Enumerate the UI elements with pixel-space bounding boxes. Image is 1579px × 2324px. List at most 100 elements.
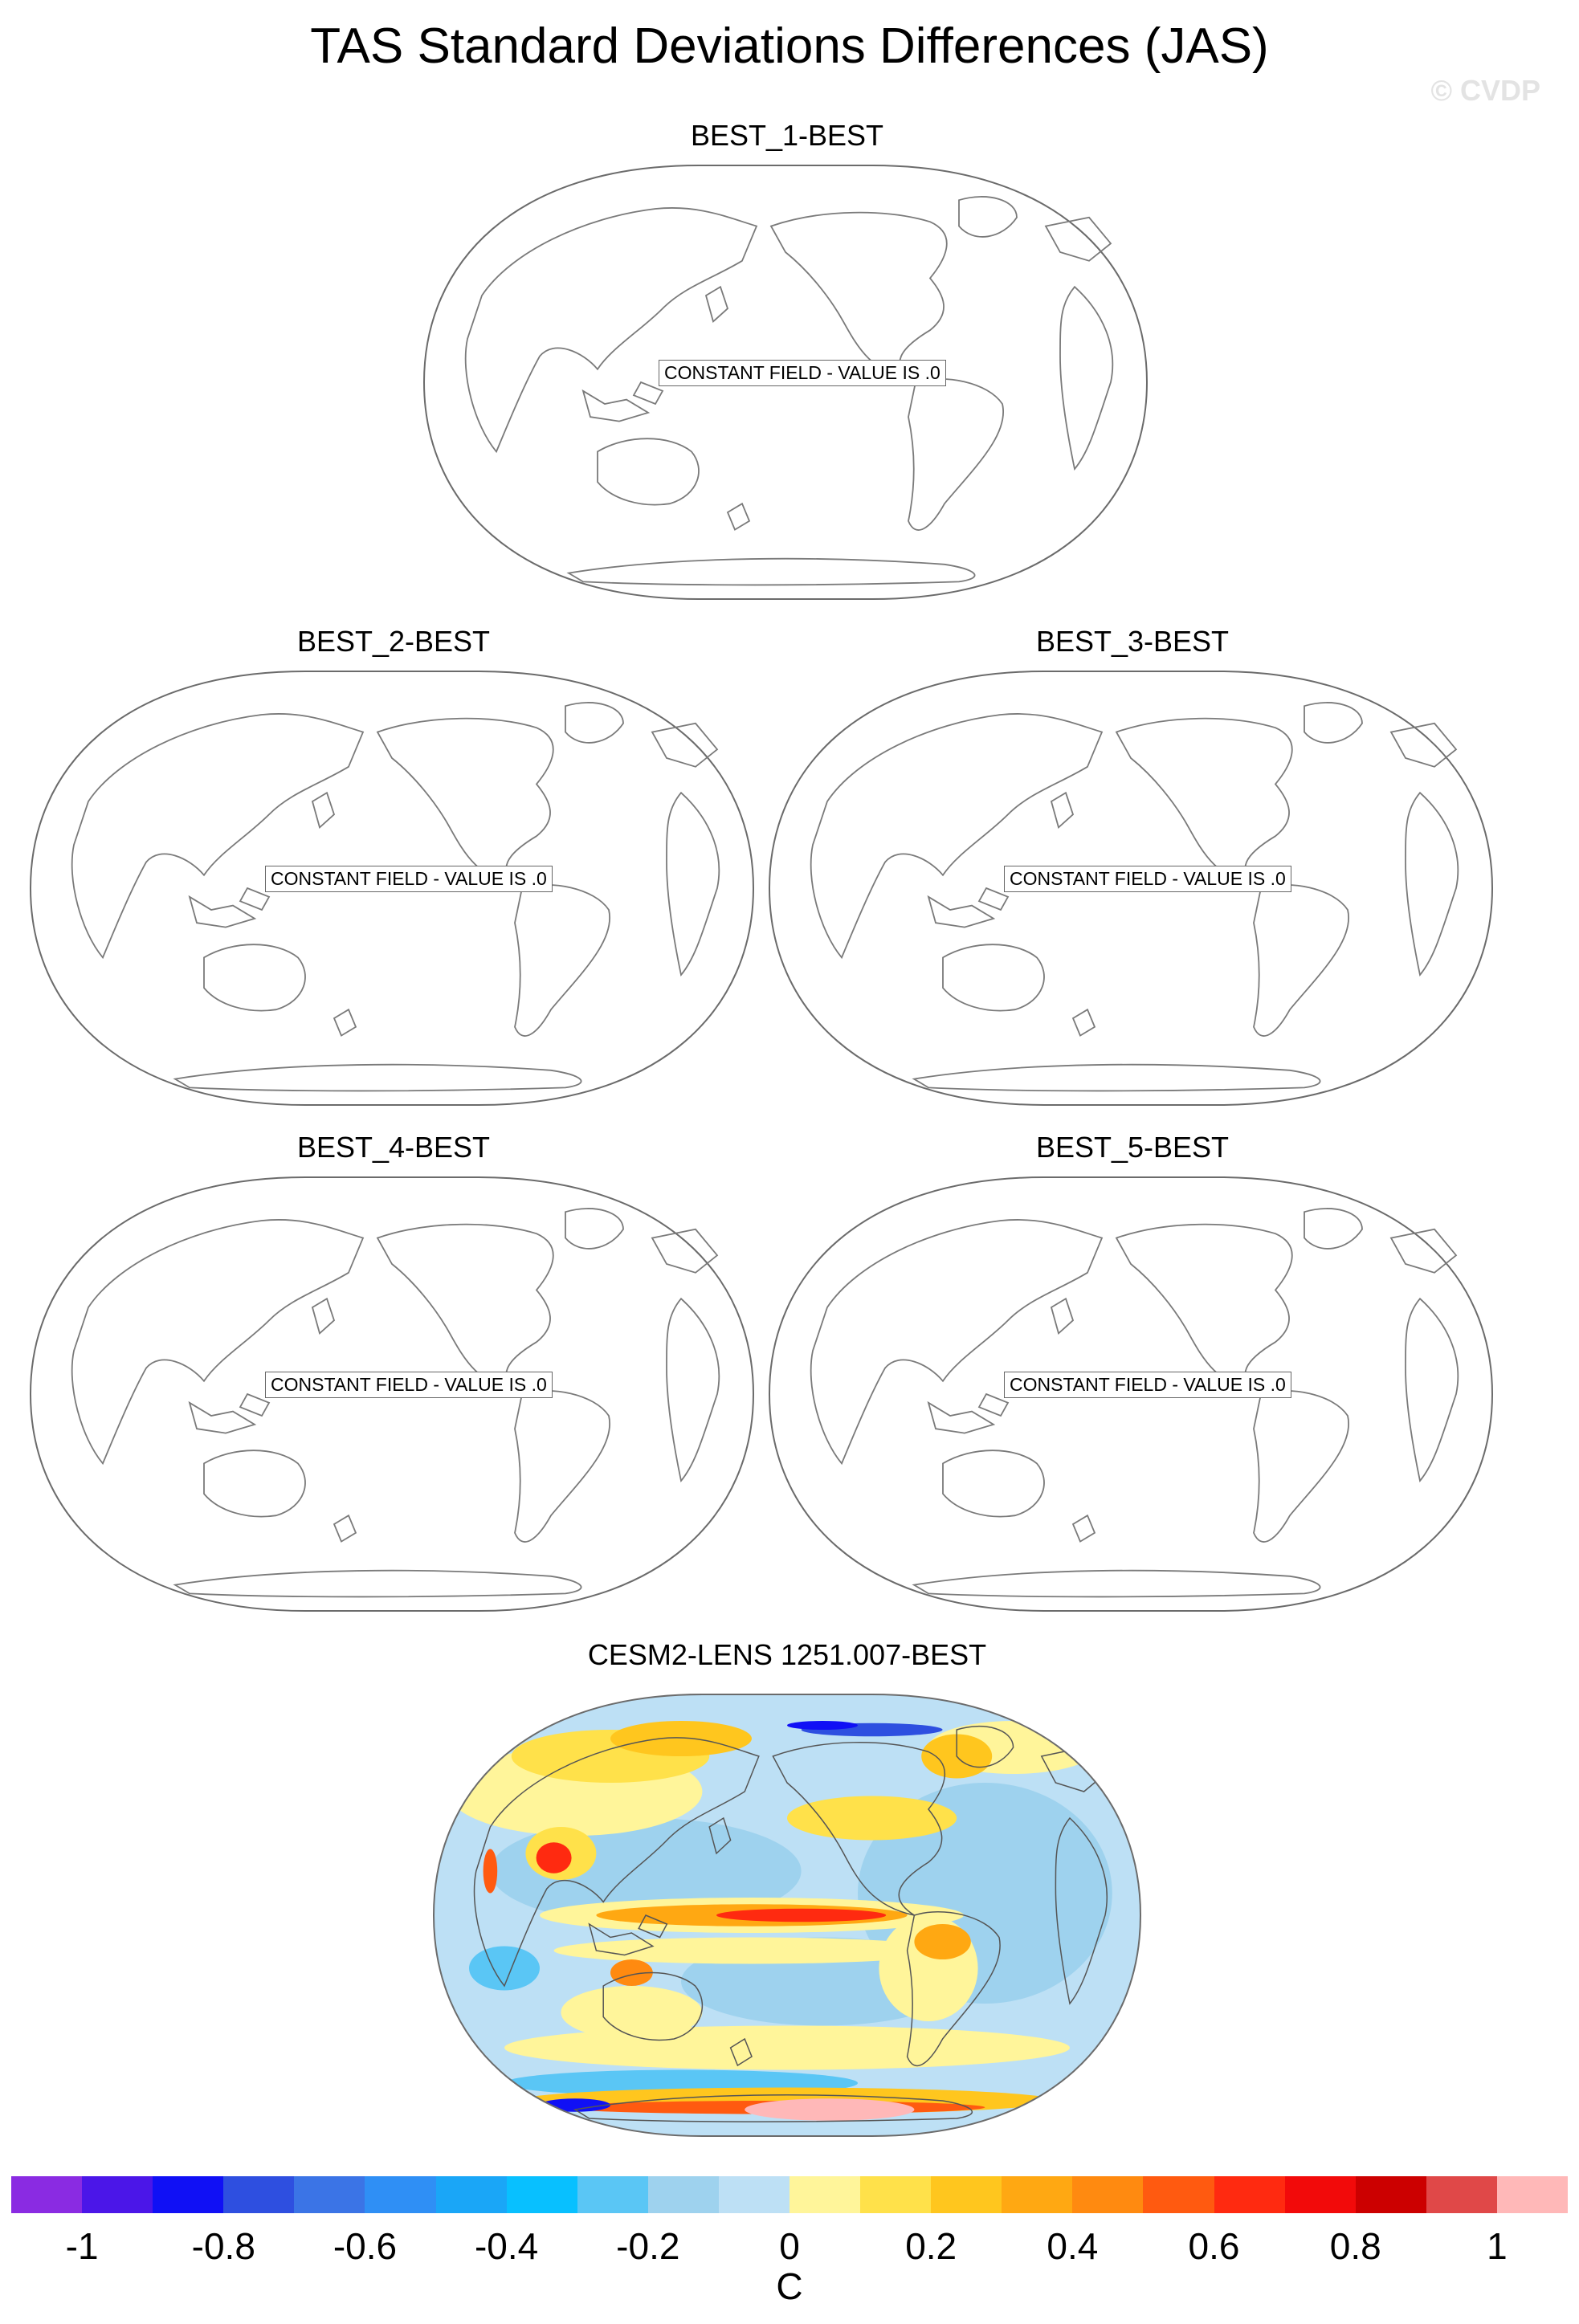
coastline-6: [769, 211, 948, 383]
map-panel-4: BEST_4-BEST CONSTANT FIELD - VALUE IS .0: [24, 1131, 763, 1629]
colorbar-tick-label: 0.4: [1047, 2225, 1099, 2267]
coastline-9: [666, 791, 720, 977]
coastline-0: [810, 1219, 1104, 1466]
coastline-2: [239, 887, 271, 911]
coastline-1: [188, 895, 257, 928]
watermark: © CVDP: [1430, 74, 1540, 107]
coastline-2: [638, 1914, 668, 1939]
colorbar-cell: [931, 2176, 1002, 2213]
coastline-10: [1389, 722, 1458, 768]
coastline-6: [1115, 1223, 1293, 1395]
colorbar-cell: [82, 2176, 153, 2213]
coastline-6: [1115, 717, 1293, 889]
field-patch-16: [914, 1924, 971, 1959]
coastline-3: [704, 285, 729, 324]
coastline-5: [1071, 1514, 1096, 1543]
coastline-5: [333, 1514, 357, 1543]
colorbar-cell: [1426, 2176, 1498, 2213]
coastline-3: [311, 1297, 336, 1335]
colorbar-cell: [1214, 2176, 1286, 2213]
coastline-2: [239, 1392, 271, 1417]
coastline-4: [203, 944, 306, 1012]
coastline-3: [708, 1816, 732, 1855]
field-patch-19: [504, 2025, 1070, 2070]
coastline-1: [927, 895, 996, 928]
colorbar-tick-label: -0.6: [333, 2225, 398, 2267]
coastline-11: [912, 1063, 1321, 1092]
map-panel-1: BEST_1-BEST CONSTANT FIELD - VALUE IS .0: [418, 119, 1157, 617]
coastline-9: [1059, 285, 1114, 471]
colorbar-cell: [1355, 2176, 1427, 2213]
field-patch-8: [787, 1796, 957, 1841]
map-outline: [432, 1694, 1142, 2137]
colorbar-cell: [790, 2176, 861, 2213]
colorbar-cell: [294, 2176, 365, 2213]
colorbar-cell: [718, 2176, 790, 2213]
coastline-0: [71, 1219, 365, 1466]
colorbar-cell: [1284, 2176, 1357, 2213]
cesm2-lens-panel: CESM2-LENS 1251.007-BEST: [418, 1638, 1157, 2137]
coastline-10: [1389, 1228, 1458, 1274]
panel-title: BEST_3-BEST: [1035, 625, 1230, 658]
constant-field-label: CONSTANT FIELD - VALUE IS .0: [265, 866, 553, 892]
colorbar-cell: [860, 2176, 932, 2213]
coastline-9: [1405, 1297, 1459, 1483]
colorbar-cell: [1072, 2176, 1144, 2213]
colorbar-cell: [11, 2176, 83, 2213]
colorbar-cell: [1496, 2176, 1569, 2213]
coastline-8: [1253, 1389, 1350, 1543]
panel-title: CESM2-LENS 1251.007-BEST: [587, 1638, 987, 1671]
coastline-6: [376, 1223, 554, 1395]
coastline-11: [173, 1063, 582, 1092]
field-patch-18: [610, 1959, 653, 1986]
coastline-0: [464, 207, 758, 454]
coastline-10: [651, 722, 719, 768]
colorbar-cell: [1002, 2176, 1073, 2213]
coastline-4: [602, 1971, 704, 2041]
field-patch-26: [787, 1721, 858, 1730]
coastline-11: [912, 1569, 1321, 1598]
colorbar-cell: [647, 2176, 720, 2213]
coastline-11: [573, 2094, 973, 2122]
panel-title: BEST_1-BEST: [690, 119, 884, 152]
coastline-5: [729, 2037, 753, 2067]
coastline-7: [1304, 1208, 1363, 1250]
coastline-11: [566, 557, 976, 586]
coastline-7: [956, 1725, 1014, 1768]
field-patch-14: [536, 1842, 572, 1873]
coastline-2: [977, 887, 1010, 911]
coastline-7: [958, 196, 1018, 238]
coastline-6: [772, 1741, 945, 1916]
coastline-5: [1071, 1008, 1096, 1037]
colorbar-cell: [577, 2176, 649, 2213]
coastline-2: [977, 1392, 1010, 1417]
coastline-1: [188, 1401, 257, 1434]
coastline-7: [1304, 702, 1363, 744]
figure-title: TAS Standard Deviations Differences (JAS…: [310, 18, 1269, 74]
colorbar: [11, 2176, 1569, 2213]
colorbar-cell: [506, 2176, 578, 2213]
coastline-7: [565, 1208, 624, 1250]
field-patch-11: [716, 1908, 887, 1922]
colorbar-cell: [153, 2176, 224, 2213]
constant-field-label: CONSTANT FIELD - VALUE IS .0: [265, 1372, 553, 1398]
coastline-7: [565, 702, 624, 744]
coastline-11: [173, 1569, 582, 1598]
constant-field-label: CONSTANT FIELD - VALUE IS .0: [659, 360, 946, 386]
coastline-6: [376, 717, 554, 889]
colorbar-tick-label: 0.2: [905, 2225, 957, 2267]
colorbar-tick-label: 0.8: [1329, 2225, 1381, 2267]
field-patch-23: [745, 2098, 915, 2121]
coastline-4: [203, 1449, 306, 1518]
coastline-1: [588, 1922, 655, 1956]
coastline-3: [311, 791, 336, 830]
coastline-8: [906, 1911, 1001, 2067]
coastline-4: [942, 944, 1045, 1012]
colorbar-unit: C: [776, 2265, 803, 2307]
colorbar-tick-label: -0.4: [474, 2225, 539, 2267]
map-panel-2: BEST_2-BEST CONSTANT FIELD - VALUE IS .0: [24, 625, 763, 1123]
coastline-8: [514, 1389, 611, 1543]
coastline-4: [597, 438, 700, 506]
map-panel-5: BEST_5-BEST CONSTANT FIELD - VALUE IS .0: [763, 1131, 1502, 1629]
panel-title: BEST_2-BEST: [296, 625, 491, 658]
